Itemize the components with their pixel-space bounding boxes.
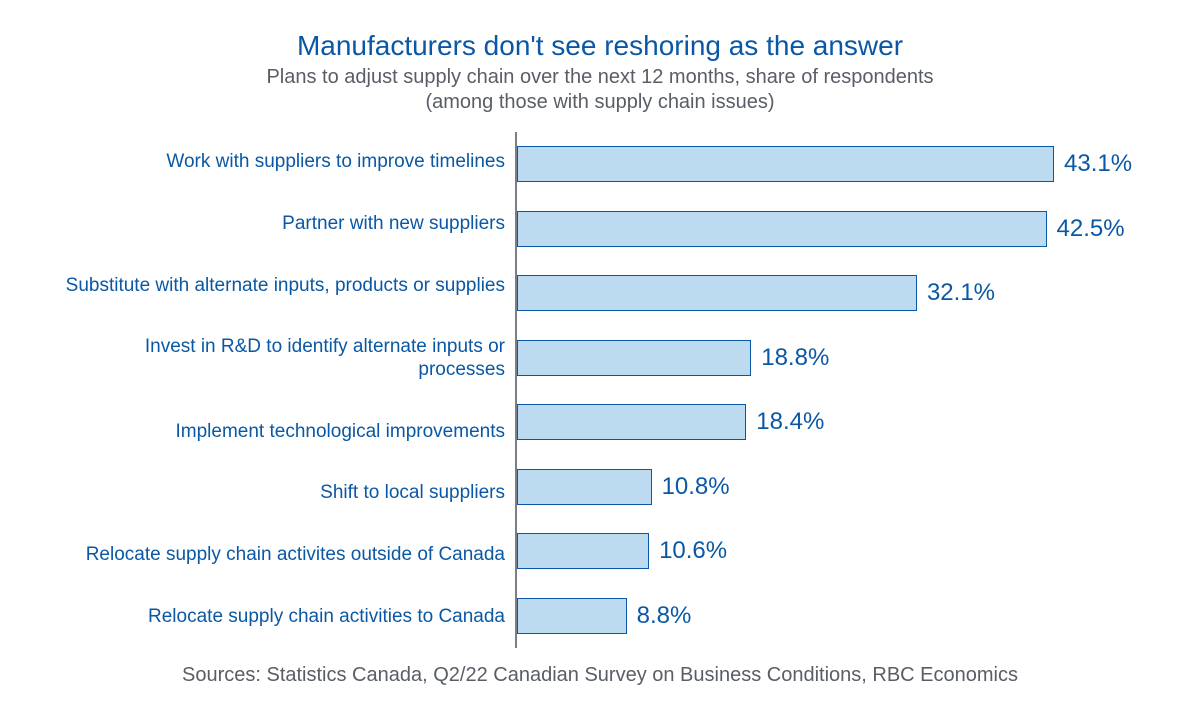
value-label: 43.1%: [1064, 150, 1132, 178]
category-label: Work with suppliers to improve timelines: [60, 151, 505, 174]
plot-area: Work with suppliers to improve timelines…: [60, 132, 1140, 648]
chart-container: Manufacturers don't see reshoring as the…: [0, 0, 1200, 707]
chart-subtitle-2: (among those with supply chain issues): [60, 91, 1140, 114]
chart-subtitle-1: Plans to adjust supply chain over the ne…: [60, 66, 1140, 89]
bar: [517, 275, 917, 311]
bars-area: 43.1% 42.5% 32.1% 18.8% 18.4% 10.8%: [517, 132, 1140, 648]
chart-title: Manufacturers don't see reshoring as the…: [60, 30, 1140, 62]
bar: [517, 533, 649, 569]
category-label: Shift to local suppliers: [60, 482, 505, 505]
source-citation: Sources: Statistics Canada, Q2/22 Canadi…: [60, 664, 1140, 687]
bar-row: 18.8%: [517, 338, 1140, 378]
bar: [517, 211, 1047, 247]
category-label: Substitute with alternate inputs, produc…: [60, 275, 505, 298]
bar-row: 42.5%: [517, 209, 1140, 249]
value-label: 8.8%: [637, 602, 692, 630]
value-label: 10.8%: [662, 473, 730, 501]
bar: [517, 469, 652, 505]
category-label: Relocate supply chain activites outside …: [60, 544, 505, 567]
bar-row: 18.4%: [517, 402, 1140, 442]
value-label: 18.4%: [756, 408, 824, 436]
value-label: 10.6%: [659, 537, 727, 565]
value-label: 32.1%: [927, 279, 995, 307]
y-axis-labels: Work with suppliers to improve timelines…: [60, 132, 515, 648]
value-label: 18.8%: [761, 344, 829, 372]
bar-row: 43.1%: [517, 144, 1140, 184]
bar-row: 10.8%: [517, 467, 1140, 507]
bar: [517, 340, 751, 376]
bar-row: 8.8%: [517, 596, 1140, 636]
category-label: Relocate supply chain activities to Cana…: [60, 606, 505, 629]
bar: [517, 598, 627, 634]
bar-row: 10.6%: [517, 531, 1140, 571]
value-label: 42.5%: [1057, 215, 1125, 243]
bar: [517, 404, 746, 440]
category-label: Partner with new suppliers: [60, 213, 505, 236]
category-label: Implement technological improvements: [60, 421, 505, 444]
bar-row: 32.1%: [517, 273, 1140, 313]
category-label: Invest in R&D to identify alternate inpu…: [60, 336, 505, 382]
bar: [517, 146, 1054, 182]
